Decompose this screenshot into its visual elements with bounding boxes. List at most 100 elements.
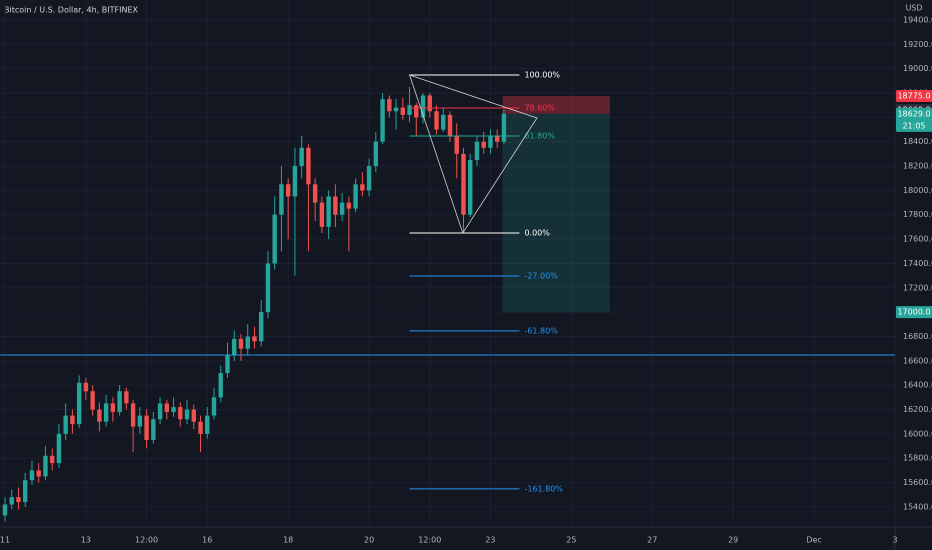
candle-body	[225, 354, 230, 374]
y-tick-label: 15400.0	[903, 502, 932, 511]
candle-body	[76, 382, 82, 425]
x-tick-label: 25	[566, 536, 576, 545]
candle-body	[461, 153, 466, 215]
fib-label: 61.80%	[524, 131, 555, 140]
x-tick-label: 13	[81, 536, 91, 545]
candle-body	[103, 403, 109, 422]
candle-body	[494, 135, 500, 142]
candle-body	[447, 114, 453, 136]
candle-body	[56, 433, 62, 464]
candle-body	[90, 391, 95, 410]
candle-body	[157, 403, 163, 420]
y-tick-label: 19000.0	[903, 64, 932, 73]
candle-body	[211, 397, 217, 416]
fib-label: -161.80%	[524, 484, 563, 493]
y-tick-label: 16000.0	[903, 429, 932, 438]
candle-body	[23, 480, 28, 503]
candle-body	[97, 409, 102, 422]
y-tick-label: 15800.0	[903, 454, 932, 463]
stop-zone	[502, 96, 610, 114]
candle-body	[400, 107, 405, 115]
candle-body	[238, 338, 244, 349]
price-tag	[896, 90, 932, 103]
candle-body	[373, 141, 379, 167]
y-tick-label: 18200.0	[903, 162, 932, 171]
x-tick-label: Dec	[806, 536, 821, 545]
candle-body	[299, 147, 304, 167]
candle-body	[501, 113, 507, 142]
candle-body	[474, 141, 480, 160]
x-tick-label: 3	[892, 536, 897, 545]
candle-body	[110, 403, 116, 412]
candle-body	[407, 105, 412, 115]
candle-body	[366, 166, 372, 191]
target-zone	[502, 113, 610, 313]
fib-label: 0.00%	[524, 229, 550, 238]
candle-body	[333, 196, 338, 215]
candle-body	[306, 147, 311, 185]
chart-title: Bitcoin / U.S. Dollar, 4h, BITFINEX	[4, 6, 139, 15]
x-tick-label: 18	[283, 536, 293, 545]
candle-body	[36, 470, 41, 477]
x-tick-label: 12:00	[135, 536, 158, 545]
candle-body	[218, 373, 223, 398]
candle-body	[312, 184, 318, 203]
candle-body	[272, 214, 277, 264]
x-tick-label: 11	[0, 536, 10, 545]
candle-body	[49, 455, 55, 464]
fib-label: -61.80%	[524, 326, 558, 335]
y-tick-label: 19400.0	[903, 15, 932, 24]
candle-body	[441, 114, 446, 130]
candle-body	[414, 105, 419, 118]
y-tick-label: 16600.0	[903, 356, 932, 365]
price-tag	[896, 107, 932, 132]
candle-body	[319, 202, 325, 227]
candle-body	[198, 421, 203, 434]
candle-body	[326, 196, 331, 227]
candle-body	[279, 184, 284, 215]
candle-body	[488, 135, 493, 148]
candle-body	[481, 141, 486, 148]
y-tick-label: 17200.0	[903, 283, 932, 292]
triangle-drawing	[408, 74, 538, 234]
y-tick-label: 16400.0	[903, 381, 932, 390]
candle-body	[2, 504, 8, 516]
candle-body	[151, 419, 156, 440]
candle-body	[252, 336, 257, 342]
price-tag-label: 17000.0	[897, 308, 930, 317]
candle-body	[137, 415, 143, 427]
candle-body	[171, 407, 176, 412]
candle-body	[144, 415, 149, 440]
candle-body	[191, 409, 196, 422]
x-tick-label: 16	[202, 536, 212, 545]
price-tag	[896, 306, 932, 319]
candle-body	[117, 391, 122, 412]
y-tick-label: 16200.0	[903, 405, 932, 414]
candle-body	[468, 159, 473, 215]
fib-label: 100.00%	[524, 70, 560, 79]
price-tag-time: 21:05	[902, 121, 925, 130]
price-tag-label: 18629.0	[897, 109, 930, 118]
candle-body	[360, 184, 365, 191]
y-tick-label: 19200.0	[903, 40, 932, 49]
candle-body	[434, 111, 439, 130]
candle-body	[130, 403, 136, 427]
candle-body	[164, 403, 170, 412]
candle-body	[83, 382, 89, 392]
candle-body	[454, 135, 459, 154]
candle-body	[265, 263, 271, 313]
candle-body	[292, 166, 298, 197]
candle-body	[285, 184, 291, 197]
x-tick-label: 20	[364, 536, 374, 545]
candle-body	[259, 312, 264, 342]
x-tick-label: 23	[485, 536, 495, 545]
candle-body	[245, 336, 250, 349]
candle-body	[178, 407, 183, 420]
candle-body	[427, 95, 432, 112]
candle-body	[43, 455, 48, 477]
y-tick-label: 18000.0	[903, 186, 932, 195]
y-tick-label: 17800.0	[903, 210, 932, 219]
y-tick-label: 17400.0	[903, 259, 932, 268]
y-axis-label: USD	[905, 4, 922, 13]
